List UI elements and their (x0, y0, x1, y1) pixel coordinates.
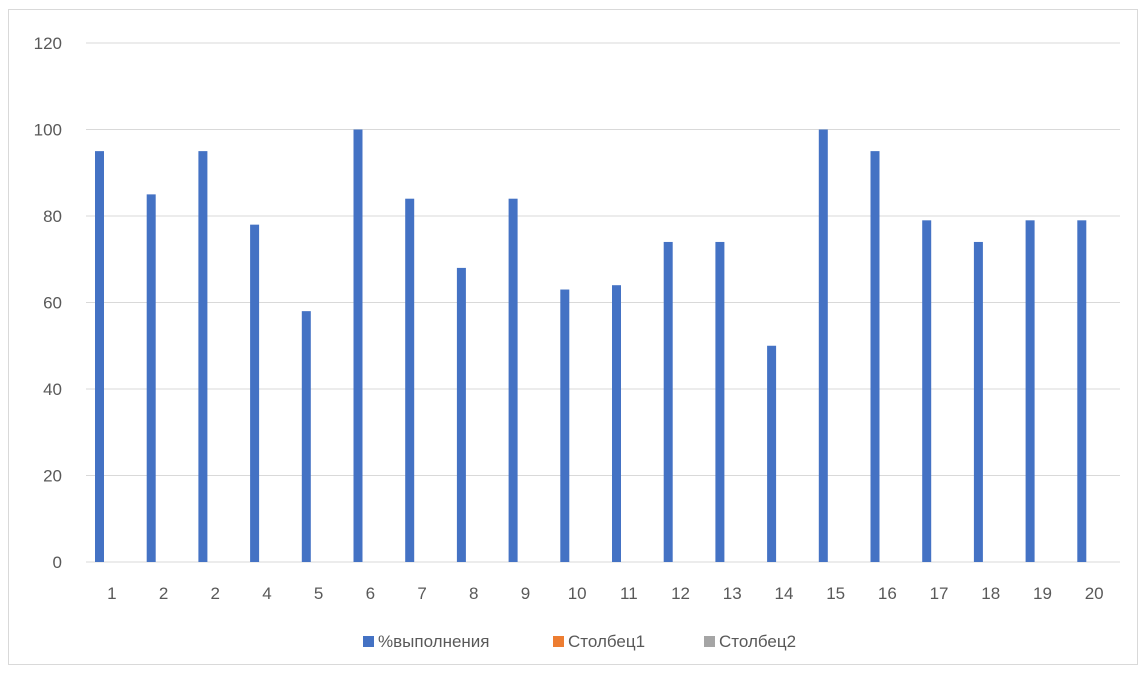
x-axis-tick-labels: 1 2 2 4 5 6 7 8 9 10 11 12 13 14 15 16 17 18 19 20 (107, 584, 1103, 603)
x-tick-label: 9 (521, 584, 530, 603)
x-tick-label: 6 (366, 584, 375, 603)
bar (456, 267, 466, 562)
bar (767, 345, 777, 562)
bar (508, 198, 518, 562)
bar (198, 151, 208, 562)
bar (353, 129, 363, 562)
legend: %выполнения Столбец1 Столбец2 (363, 632, 796, 651)
bar (612, 285, 621, 562)
x-tick-label: 5 (314, 584, 323, 603)
bar (405, 198, 415, 562)
x-tick-label: 4 (262, 584, 271, 603)
y-tick-label: 100 (34, 121, 62, 140)
bar (250, 224, 260, 562)
bar (973, 241, 983, 562)
legend-swatch (704, 636, 715, 647)
x-tick-label: 19 (1033, 584, 1052, 603)
legend-swatch (553, 636, 564, 647)
bar (715, 241, 725, 562)
x-tick-label: 15 (826, 584, 845, 603)
bar (870, 151, 880, 562)
y-tick-label: 60 (43, 294, 62, 313)
legend-label: Столбец2 (719, 632, 796, 651)
chart-frame (8, 9, 1138, 665)
bar (146, 194, 156, 562)
x-tick-label: 8 (469, 584, 478, 603)
bar (1077, 220, 1087, 562)
bar (301, 311, 311, 562)
x-tick-label: 20 (1085, 584, 1104, 603)
x-tick-label: 10 (568, 584, 587, 603)
x-tick-label: 17 (930, 584, 949, 603)
x-tick-label: 14 (774, 584, 793, 603)
bar (663, 241, 673, 562)
y-tick-label: 120 (34, 34, 62, 53)
legend-swatch (363, 636, 374, 647)
x-tick-label: 2 (159, 584, 168, 603)
bar (1025, 220, 1035, 562)
legend-label: %выполнения (378, 632, 490, 651)
x-tick-label: 18 (981, 584, 1000, 603)
bar (922, 220, 932, 562)
y-tick-label: 40 (43, 380, 62, 399)
bars (95, 129, 1087, 562)
bar (95, 151, 104, 562)
bar (818, 129, 828, 562)
x-tick-label: 1 (107, 584, 116, 603)
y-tick-label: 20 (43, 467, 62, 486)
x-tick-label: 16 (878, 584, 897, 603)
legend-label: Столбец1 (568, 632, 645, 651)
y-tick-label: 80 (43, 207, 62, 226)
y-axis-tick-labels: 0 20 40 60 80 100 120 (34, 34, 62, 572)
bar (560, 289, 570, 562)
y-tick-label: 0 (53, 553, 62, 572)
x-tick-label: 13 (723, 584, 742, 603)
x-tick-label: 7 (417, 584, 426, 603)
x-tick-label: 11 (620, 584, 638, 603)
gridlines (86, 42, 1120, 563)
x-tick-label: 12 (671, 584, 690, 603)
x-tick-label: 2 (211, 584, 220, 603)
